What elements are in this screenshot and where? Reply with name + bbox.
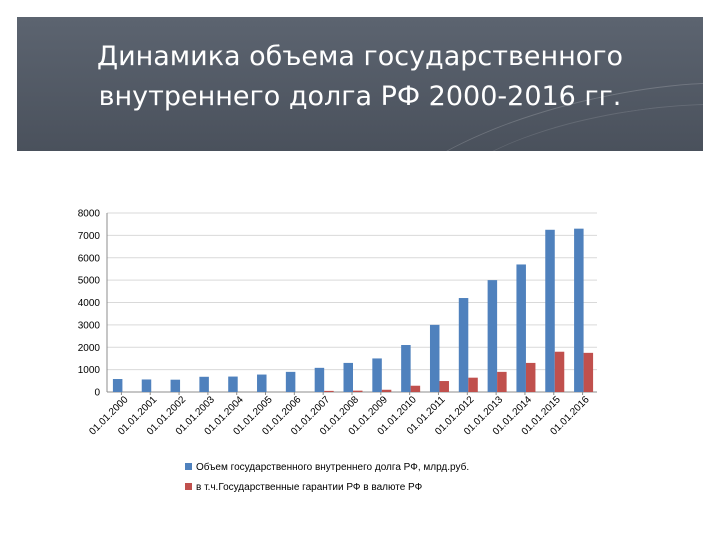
bar-debt — [574, 228, 584, 392]
y-tick-label: 4000 — [78, 298, 101, 309]
y-tick-label: 5000 — [78, 276, 101, 287]
bar-guarantees — [497, 371, 507, 392]
legend-item-debt: Объем государственного внутреннего долга… — [185, 462, 469, 473]
bar-guarantees — [381, 389, 392, 392]
bar-debt — [429, 324, 440, 392]
legend-label-debt: Объем государственного внутреннего долга… — [196, 462, 470, 473]
slide-title: Динамика объема государственного внутрен… — [17, 37, 703, 117]
bar-debt — [141, 379, 152, 392]
bar-debt — [401, 345, 411, 392]
bar-guarantees — [439, 381, 449, 392]
bar-guarantees — [583, 352, 594, 392]
title-banner: Динамика объема государственного внутрен… — [17, 17, 703, 151]
bar-guarantees — [468, 377, 478, 392]
bar-guarantees — [525, 362, 536, 392]
bar-guarantees — [410, 385, 421, 392]
bar-guarantees — [353, 390, 363, 392]
y-tick-label: 7000 — [78, 231, 101, 242]
bar-debt — [372, 358, 382, 392]
bar-debt — [343, 362, 353, 392]
bar-debt — [257, 374, 267, 392]
y-tick-label: 2000 — [78, 343, 101, 354]
bar-debt — [314, 367, 325, 392]
bar-debt — [545, 229, 555, 392]
legend-swatch-guarantees — [185, 483, 192, 490]
bar-debt — [170, 379, 181, 392]
legend-item-guarantees: в т.ч.Государственные гарантии РФ в валю… — [185, 482, 422, 493]
y-tick-label: 0 — [94, 388, 100, 399]
slide-title-line: внутреннего долга РФ 2000-2016 гг. — [98, 81, 622, 112]
bar-debt — [112, 379, 123, 392]
bar-debt — [199, 376, 209, 392]
bar-debt — [228, 376, 238, 392]
y-tick-label: 3000 — [78, 320, 101, 331]
y-tick-label: 6000 — [78, 253, 101, 264]
legend-label-guarantees: в т.ч.Государственные гарантии РФ в валю… — [196, 482, 423, 493]
bar-debt — [487, 280, 498, 392]
y-tick-label: 8000 — [78, 209, 101, 220]
bar-guarantees — [324, 390, 334, 392]
bar-guarantees — [554, 351, 565, 392]
bar-debt — [516, 264, 526, 392]
legend-swatch-debt — [185, 463, 192, 470]
slide-title-line: Динамика объема государственного — [96, 41, 624, 72]
y-tick-label: 1000 — [78, 365, 101, 376]
bar-debt — [285, 371, 296, 392]
bar-debt — [458, 298, 469, 392]
